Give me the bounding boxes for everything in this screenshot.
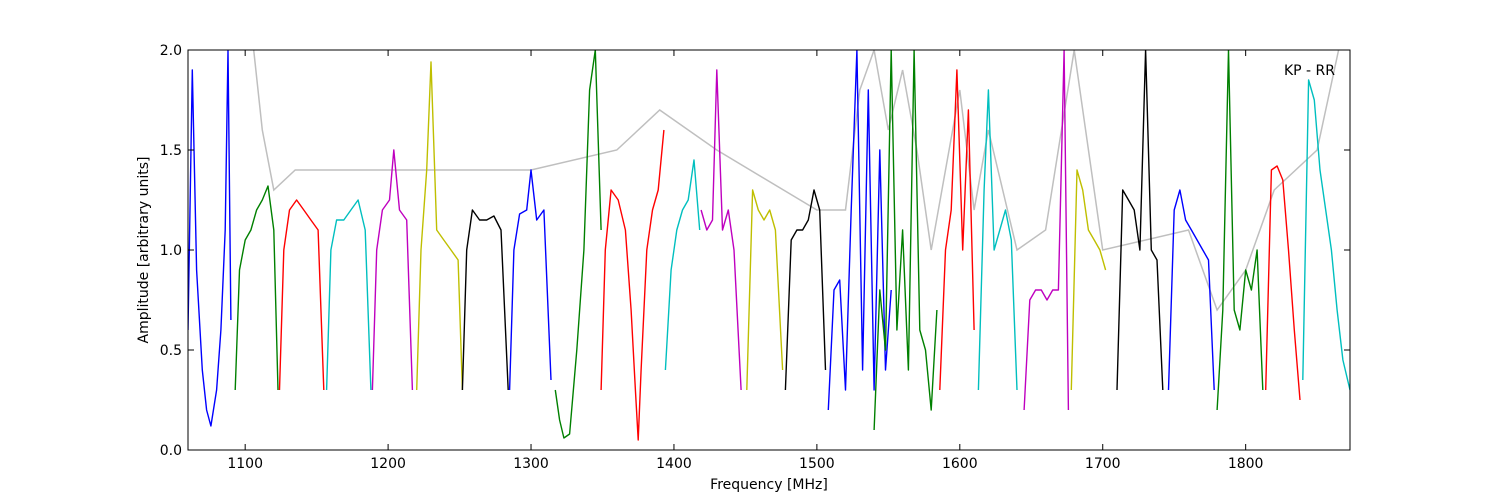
x-tick-label: 1100 xyxy=(227,456,263,472)
series-line-4 xyxy=(325,199,372,391)
series-line-17 xyxy=(939,69,975,391)
y-tick-label: 2.0 xyxy=(160,43,182,59)
series-line-23 xyxy=(1216,50,1264,411)
series-line-5 xyxy=(371,149,414,391)
y-tick-label: 0.0 xyxy=(160,443,182,459)
series-line-7 xyxy=(461,209,509,391)
series-line-24 xyxy=(1265,165,1301,401)
series-line-20 xyxy=(1070,169,1107,391)
series-line-15 xyxy=(827,50,892,411)
y-axis-label: Amplitude [arbitrary units] xyxy=(136,157,152,344)
series-line-1 xyxy=(188,50,232,427)
series-line-2 xyxy=(234,185,279,391)
x-tick-label: 1600 xyxy=(942,456,978,472)
series-line-10 xyxy=(600,129,665,441)
panel-annotation: KP - RR xyxy=(1284,63,1335,79)
series-line-14 xyxy=(784,189,827,391)
x-tick-label: 1500 xyxy=(799,456,835,472)
series-line-3 xyxy=(278,199,325,391)
series-line-19 xyxy=(1023,50,1070,411)
y-tick-label: 1.5 xyxy=(160,143,182,159)
y-tick-label: 1.0 xyxy=(160,243,182,259)
series-line-6 xyxy=(416,61,464,391)
y-tick-label: 0.5 xyxy=(160,343,182,359)
series-line-8 xyxy=(508,169,552,391)
series-line-9 xyxy=(554,50,602,439)
x-tick-label: 1400 xyxy=(656,456,692,472)
series-line-16 xyxy=(873,50,938,431)
series-line-21 xyxy=(1116,50,1164,391)
series-line-12 xyxy=(700,69,742,391)
x-tick-label: 1800 xyxy=(1228,456,1264,472)
series-line-25 xyxy=(1302,79,1350,391)
series-layer xyxy=(188,50,1350,441)
x-tick-label: 1700 xyxy=(1085,456,1121,472)
series-line-11 xyxy=(664,159,701,371)
x-tick-label: 1300 xyxy=(513,456,549,472)
series-line-18 xyxy=(977,89,1018,391)
ticks-layer: 1100 1200 1300 1400 1500 1600 1700 1800 0.0 0.5 1.… xyxy=(160,43,1350,472)
x-tick-label: 1200 xyxy=(370,456,406,472)
series-line-13 xyxy=(746,189,784,391)
x-axis-label: Frequency [MHz] xyxy=(710,477,828,493)
reference-trace xyxy=(252,50,1340,312)
series-line-22 xyxy=(1167,189,1215,391)
